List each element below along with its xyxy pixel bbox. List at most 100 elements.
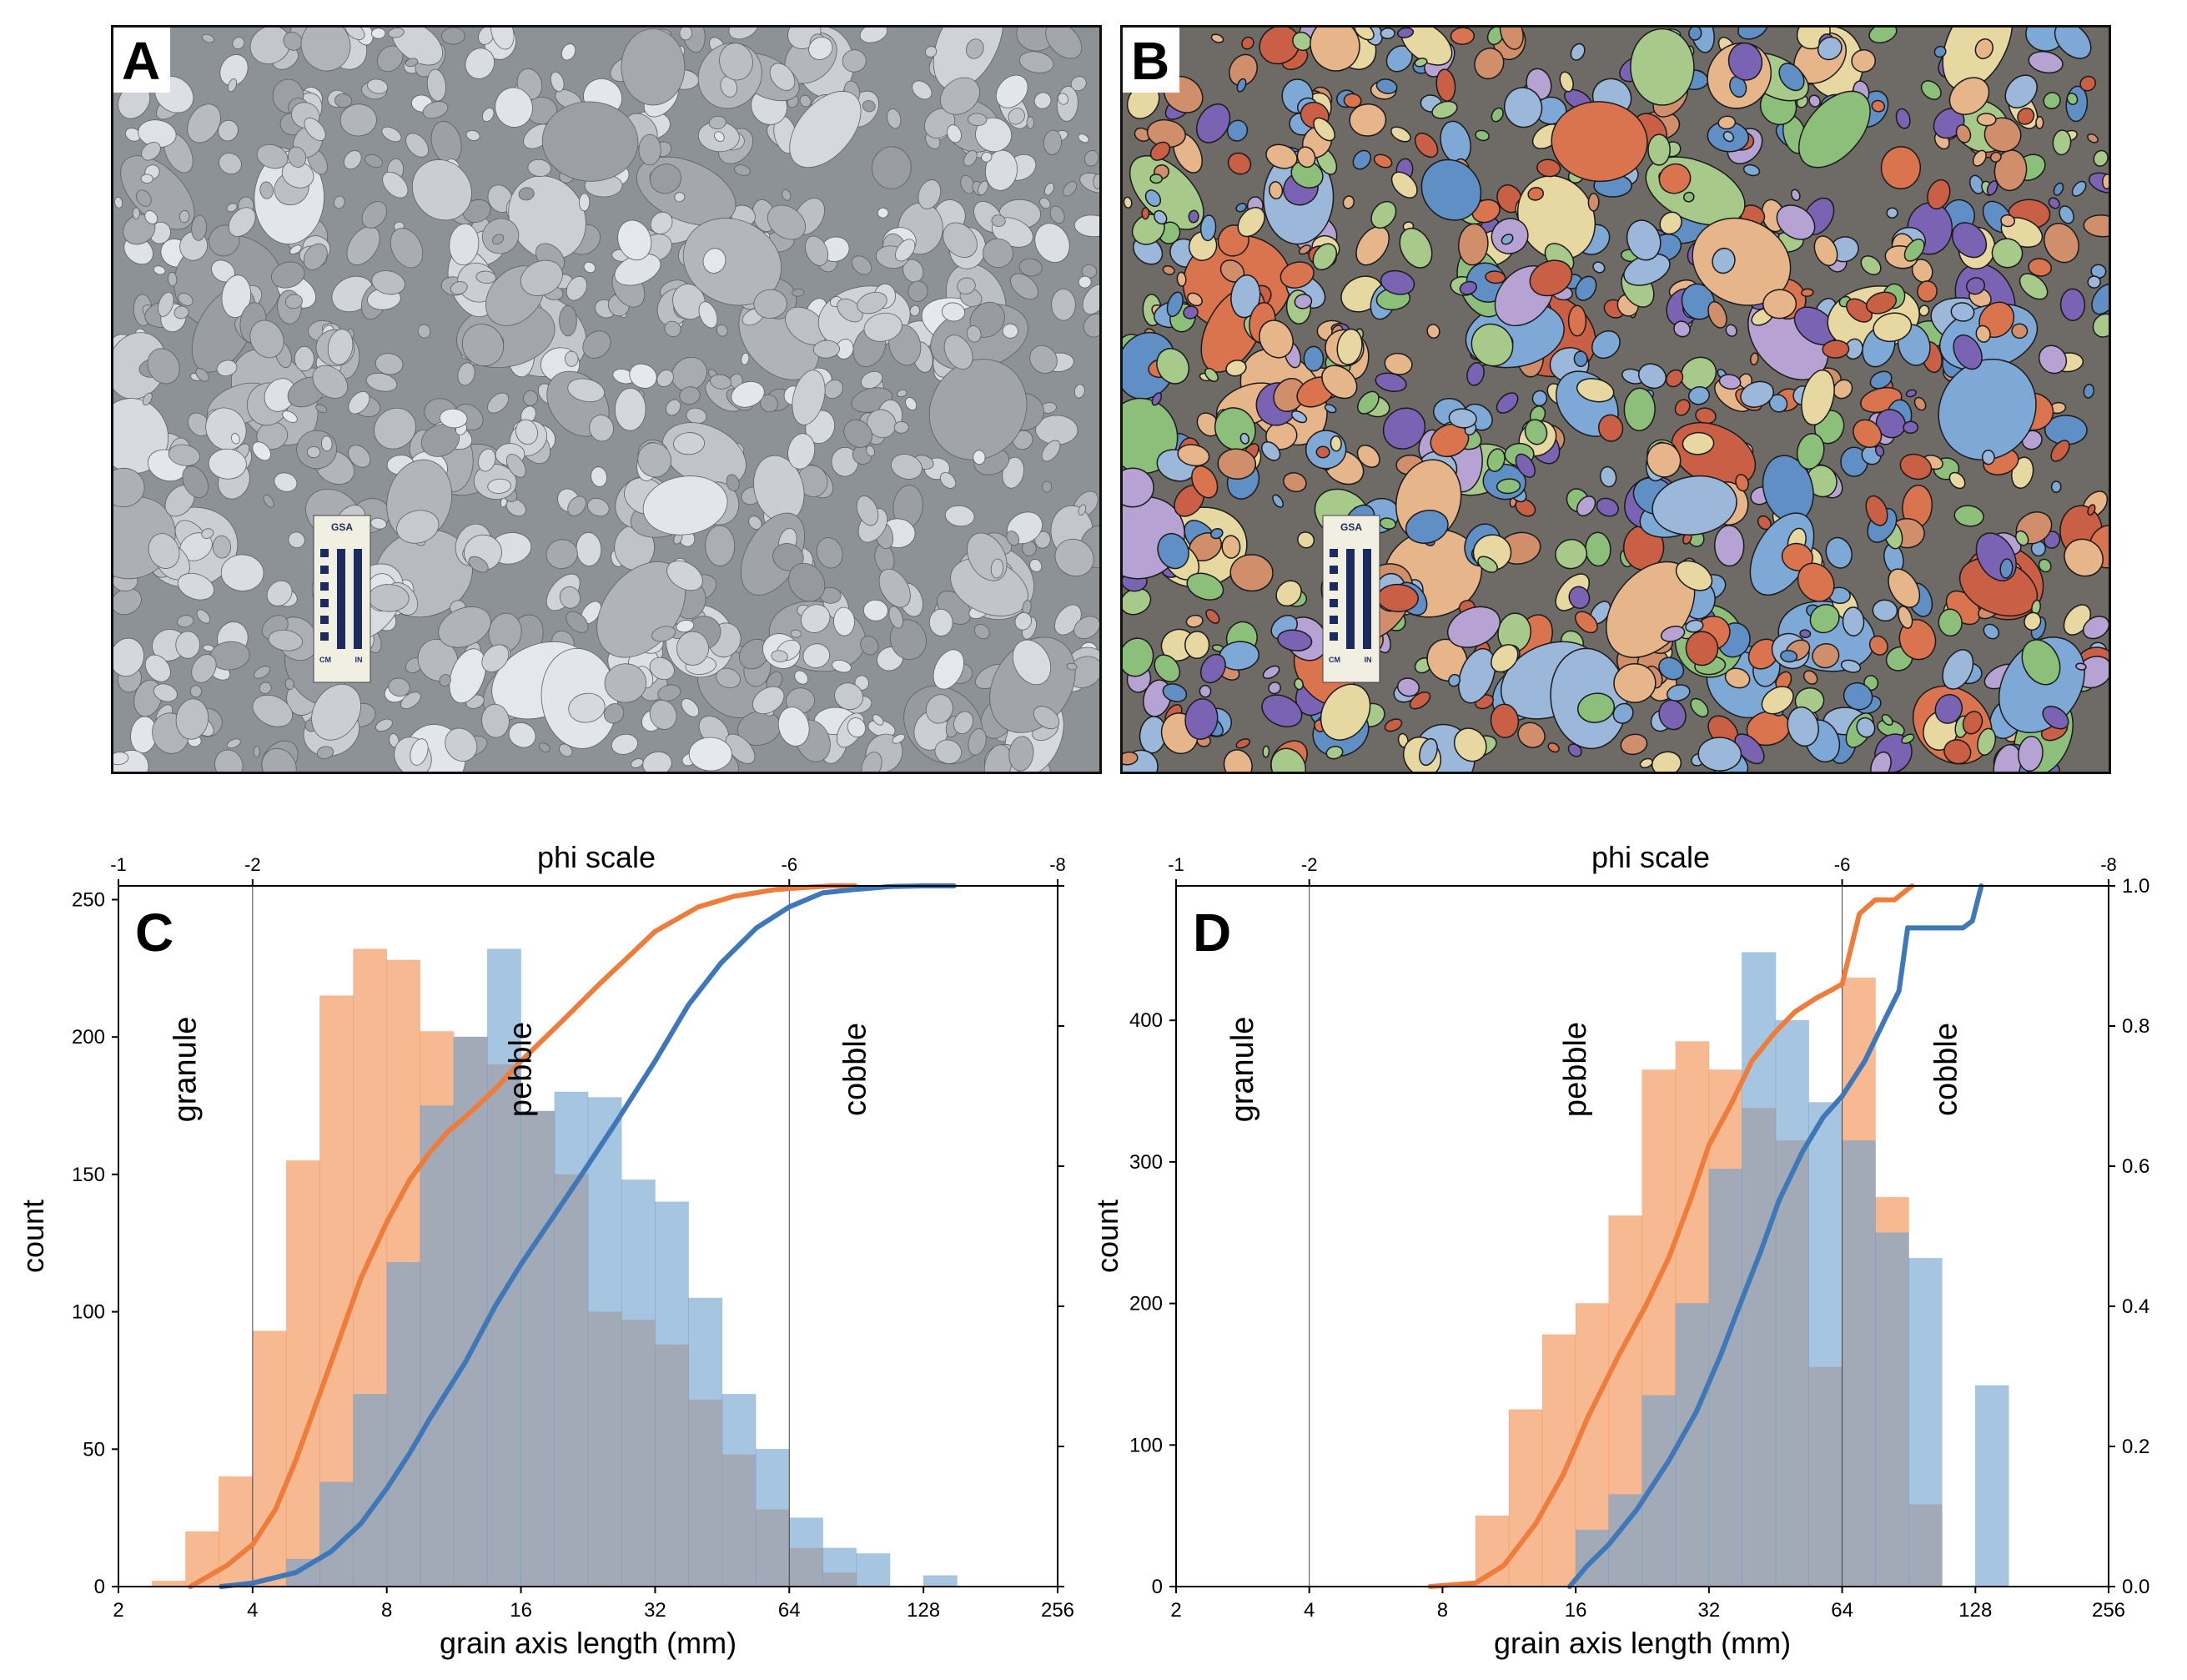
pebble xyxy=(252,694,294,727)
orange-bar xyxy=(1475,1515,1510,1587)
pebble xyxy=(381,126,402,143)
pebble xyxy=(1093,174,1099,189)
pebble xyxy=(1955,123,1972,143)
pebble xyxy=(1796,433,1825,470)
phi-tick-label: -2 xyxy=(1301,854,1318,875)
pebble xyxy=(214,749,244,772)
pebble xyxy=(478,28,495,45)
pebble xyxy=(716,324,728,337)
pebble xyxy=(462,199,491,224)
pebble xyxy=(789,91,862,169)
pebble xyxy=(1141,207,1150,220)
pebble xyxy=(1043,129,1063,155)
pebble xyxy=(2042,705,2069,730)
pebble xyxy=(2054,28,2092,59)
pebble xyxy=(944,505,975,527)
blue-bar xyxy=(1742,952,1777,1587)
pebble xyxy=(1083,314,1099,338)
blue-bar xyxy=(486,948,521,1587)
pebble xyxy=(1321,365,1358,400)
pebble xyxy=(705,525,736,566)
pebble xyxy=(621,28,686,106)
pebble xyxy=(1597,414,1624,442)
pebble xyxy=(890,454,923,480)
pebble xyxy=(657,684,681,702)
pebble xyxy=(1229,53,1258,87)
pebble xyxy=(1236,78,1247,93)
pebble xyxy=(274,472,298,492)
pebble xyxy=(1868,28,1898,44)
pebble xyxy=(1012,639,1052,686)
orange-cumulative-line xyxy=(188,883,858,1589)
pebble xyxy=(1682,191,1695,203)
scale-card-square xyxy=(1330,599,1338,607)
pebble xyxy=(1674,399,1691,416)
pebble xyxy=(1156,348,1190,385)
pebble xyxy=(1901,733,1915,744)
pebble xyxy=(1778,63,1805,92)
pebble xyxy=(382,171,409,199)
pebble xyxy=(872,714,884,726)
pebble xyxy=(1870,751,1892,772)
pebble xyxy=(187,103,221,143)
pebble xyxy=(1681,283,1716,320)
pebble xyxy=(1920,80,1942,100)
pebble xyxy=(1612,702,1634,724)
pebble xyxy=(832,659,852,673)
pebble xyxy=(316,746,334,760)
pebble xyxy=(1813,235,1838,267)
pebble xyxy=(1740,380,1775,408)
pebble xyxy=(794,670,809,685)
pebble xyxy=(270,261,305,289)
pebble xyxy=(449,648,486,704)
blue-bar xyxy=(822,1547,857,1587)
pebble xyxy=(1226,119,1249,142)
pebble xyxy=(702,248,726,274)
pebble xyxy=(642,475,728,536)
pebble xyxy=(2019,273,2049,300)
pebble xyxy=(1033,706,1060,730)
pebble xyxy=(1390,126,1411,143)
pebble xyxy=(1865,291,1898,314)
pebble xyxy=(1390,171,1418,199)
pebble xyxy=(1261,694,1303,727)
pebble xyxy=(1596,497,1619,517)
pebble xyxy=(1078,133,1089,143)
pebble xyxy=(492,234,505,245)
pebble xyxy=(178,210,190,224)
blue-bar xyxy=(1842,1140,1876,1587)
pebble xyxy=(676,620,695,633)
pebble xyxy=(1874,445,1885,457)
phi-tick-label: -8 xyxy=(2100,854,2117,875)
pebble xyxy=(1123,751,1139,766)
blue-bar xyxy=(1974,1385,2009,1587)
scale-card-square xyxy=(320,549,329,557)
y-tick-label: 200 xyxy=(1129,1293,1163,1315)
blue-bar xyxy=(386,1261,421,1587)
pebble xyxy=(1474,48,1505,80)
pebble xyxy=(1073,616,1099,639)
pebble xyxy=(1034,223,1070,263)
pebble xyxy=(1325,746,1344,760)
blue-bar xyxy=(688,1297,723,1587)
pebble xyxy=(1917,280,1938,303)
pebble xyxy=(370,517,387,530)
pebble xyxy=(1235,203,1247,213)
pebble xyxy=(582,330,611,359)
pebble xyxy=(218,119,239,142)
pebble xyxy=(1058,93,1068,105)
pebble xyxy=(1499,28,1524,50)
pebble xyxy=(178,292,194,306)
pebble xyxy=(1166,291,1184,318)
pebble xyxy=(478,448,496,472)
pebble xyxy=(698,301,718,329)
pebble xyxy=(175,698,209,740)
scale-card-square xyxy=(320,616,329,624)
pebble xyxy=(1313,117,1336,142)
pebble xyxy=(1938,608,1963,637)
pebble xyxy=(1762,289,1797,319)
pebble xyxy=(465,129,480,141)
pebble xyxy=(2075,662,2087,671)
pebble xyxy=(1272,494,1285,508)
pebble xyxy=(2059,205,2074,224)
